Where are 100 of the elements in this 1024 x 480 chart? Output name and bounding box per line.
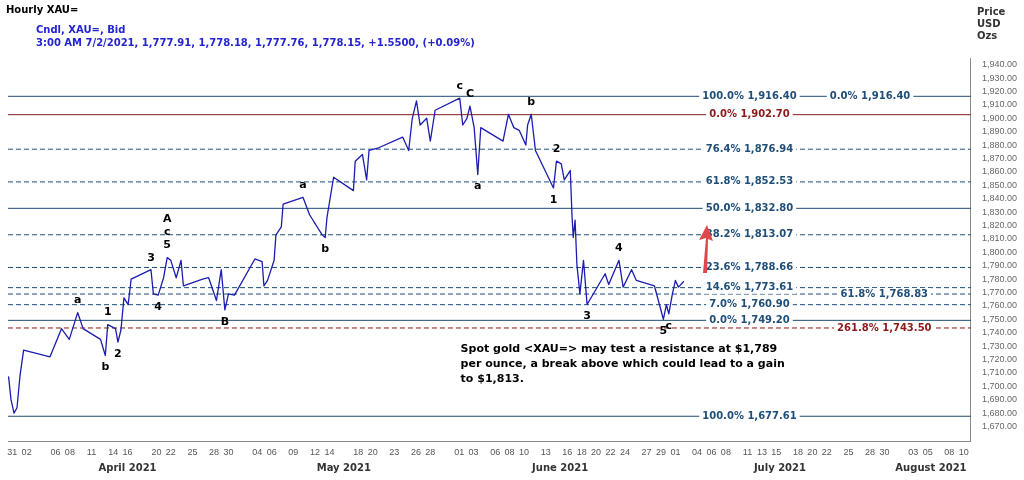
y-tick-label: 1,780.00 [981,273,1018,284]
x-tick-label: 16 [562,447,573,458]
y-tick-label: 1,680.00 [981,407,1018,418]
ref-line-label: 14.6% 1,773.61 [705,281,794,293]
y-tick-label: 1,720.00 [981,353,1018,364]
annotation: 5 [163,238,172,252]
x-tick-label: 31 [7,447,18,458]
ref-line-label: 23.6% 1,788.66 [705,261,794,273]
y-axis-title: Price USD Ozs [976,5,1006,41]
annotation: Spot gold <XAU=> may test a resistance at $1,789 per ounce, a break above which could lead to a gain to $1,813. [460,342,785,386]
x-tick-label: 20 [367,447,378,458]
y-tick-label: 1,910.00 [981,99,1018,110]
annotation: a [474,179,482,193]
x-tick-label: 14 [324,447,335,458]
x-tick-label: 29 [655,447,666,458]
y-tick-label: 1,800.00 [981,246,1018,257]
x-tick-label: 28 [209,447,220,458]
y-tick-label: 1,690.00 [981,394,1018,405]
x-tick-label: 14 [108,447,119,458]
annotation: 4 [615,241,624,255]
x-tick-label: 18 [576,447,587,458]
y-tick-label: 1,700.00 [981,380,1018,391]
annotation: 1 [549,192,558,206]
y-tick-label: 1,820.00 [981,219,1018,230]
y-tick-label: 1,770.00 [981,286,1018,297]
x-tick-label: 27 [641,447,652,458]
y-tick-label: 1,900.00 [981,112,1018,123]
y-tick-label: 1,730.00 [981,340,1018,351]
annotation: b [527,95,536,109]
x-tick-label: 04 [252,447,263,458]
x-tick-label: 03 [908,447,919,458]
x-tick-label: 06 [706,447,717,458]
text: June 2021 [531,461,589,473]
ref-line-label: 100.0% 1,677.61 [702,409,797,421]
ref-line-label: 61.8% 1,768.83 [840,287,929,299]
text: April 2021 [98,461,157,473]
x-tick-label: 25 [843,447,854,458]
x-tick-label: 30 [223,447,234,458]
x-tick-label: 11 [742,447,753,458]
y-tick-label: 1,940.00 [981,59,1018,70]
x-tick-label: 06 [50,447,61,458]
ref-line-label: 100.0% 1,916.40 [702,89,797,101]
x-tick-label: 01 [454,447,465,458]
chart-subtitle: Cndl, XAU=, Bid [36,23,126,35]
y-tick-label: 1,810.00 [981,233,1018,244]
x-tick-label: 03 [468,447,479,458]
annotation: 3 [147,250,155,264]
x-tick-label: 15 [771,447,782,458]
ref-line-label: 0.0% 1,749.20 [709,313,790,325]
x-tick-label: 10 [958,447,969,458]
x-tick-label: 13 [756,447,767,458]
x-tick-label: 08 [944,447,955,458]
y-tick-label: 1,750.00 [981,313,1018,324]
ref-line-label: 7.0% 1,760.90 [709,298,790,310]
x-tick-label: 04 [692,447,703,458]
y-tick-label: 1,850.00 [981,179,1018,190]
ref-line-label: 0.0% 1,902.70 [709,108,790,120]
x-tick-label: 06 [266,447,277,458]
annotation: a [299,178,307,192]
ref-line-label: 261.8% 1,743.50 [837,321,932,333]
x-tick-label: 20 [807,447,818,458]
x-tick-label: 12 [309,447,320,458]
x-tick-label: 08 [504,447,515,458]
y-tick-label: 1,860.00 [981,166,1018,177]
text: August 2021 [895,461,967,473]
x-tick-label: 09 [288,447,299,458]
x-tick-label: 05 [922,447,933,458]
annotation: 1 [103,305,112,319]
y-tick-label: 1,760.00 [981,300,1018,311]
annotation: 0.0% 1,916.40 [829,89,911,101]
x-tick-label: 06 [490,447,501,458]
y-tick-label: 1,790.00 [981,260,1018,271]
x-tick-label: 08 [720,447,731,458]
annotation: 2 [552,142,561,156]
x-tick-label: 24 [619,447,630,458]
x-tick-label: 25 [187,447,198,458]
x-tick-label: 02 [21,447,32,458]
annotation: 3 [583,309,591,323]
y-tick-label: 1,890.00 [981,126,1018,137]
y-tick-label: 1,870.00 [981,152,1018,163]
y-tick-label: 1,930.00 [981,72,1018,83]
x-tick-label: 26 [410,447,421,458]
x-tick-label: 28 [425,447,436,458]
annotation: A [162,212,172,226]
y-tick-label: 1,830.00 [981,206,1018,217]
x-tick-label: 11 [86,447,97,458]
x-tick-label: 10 [519,447,530,458]
x-tick-label: 22 [165,447,176,458]
x-tick-label: 20 [151,447,162,458]
text: 3:00 AM 7/2/2021, 1,777.91, 1,778.18, 1,777.76, 1,778.15, +1.5500, (+0.09%) [36,36,475,48]
annotation: 2 [114,346,122,360]
x-tick-label: 23 [389,447,400,458]
annotation: a [73,293,82,307]
x-tick-label: 08 [64,447,75,458]
y-tick-label: 1,670.00 [981,420,1018,431]
annotation: c [163,225,171,239]
ref-line-label: 50.0% 1,832.80 [705,201,794,213]
x-tick-label: 20 [591,447,602,458]
y-tick-label: 1,740.00 [981,327,1018,338]
x-tick-label: 22 [605,447,616,458]
